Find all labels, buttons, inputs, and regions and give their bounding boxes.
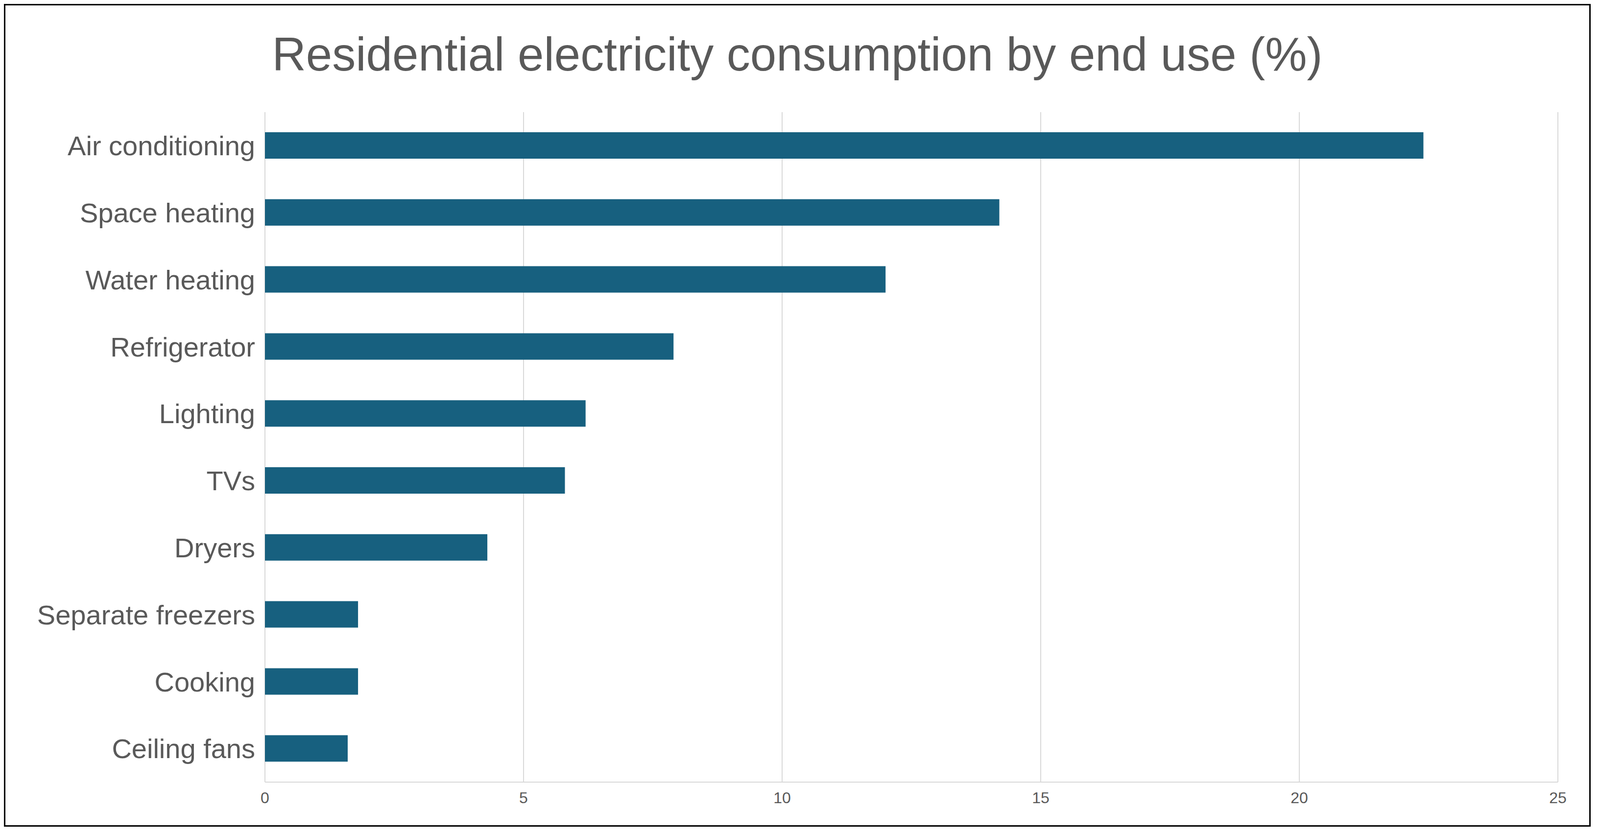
svg-text:25: 25 (1549, 788, 1567, 807)
svg-text:Ceiling fans: Ceiling fans (111, 733, 256, 765)
svg-text:Water heating: Water heating (85, 264, 256, 296)
html-text:Residential electricity consum: Residential electricity consumption by e… (272, 27, 1323, 81)
svg-text:Lighting: Lighting (159, 398, 256, 430)
svg-text:5: 5 (519, 788, 528, 807)
svg-text:Separate freezers: Separate freezers (37, 599, 256, 631)
svg-text:Cooking: Cooking (154, 666, 256, 698)
svg-text:Dryers: Dryers (174, 532, 256, 564)
svg-text:0: 0 (260, 788, 270, 807)
svg-text:15: 15 (1031, 788, 1050, 807)
svg-text:Refrigerator: Refrigerator (110, 331, 256, 363)
svg-text:Space heating: Space heating (79, 197, 256, 229)
svg-text:20: 20 (1290, 788, 1309, 807)
svg-text:Air conditioning: Air conditioning (67, 130, 256, 162)
svg-text:TVs: TVs (206, 465, 256, 497)
svg-text:10: 10 (773, 788, 791, 807)
